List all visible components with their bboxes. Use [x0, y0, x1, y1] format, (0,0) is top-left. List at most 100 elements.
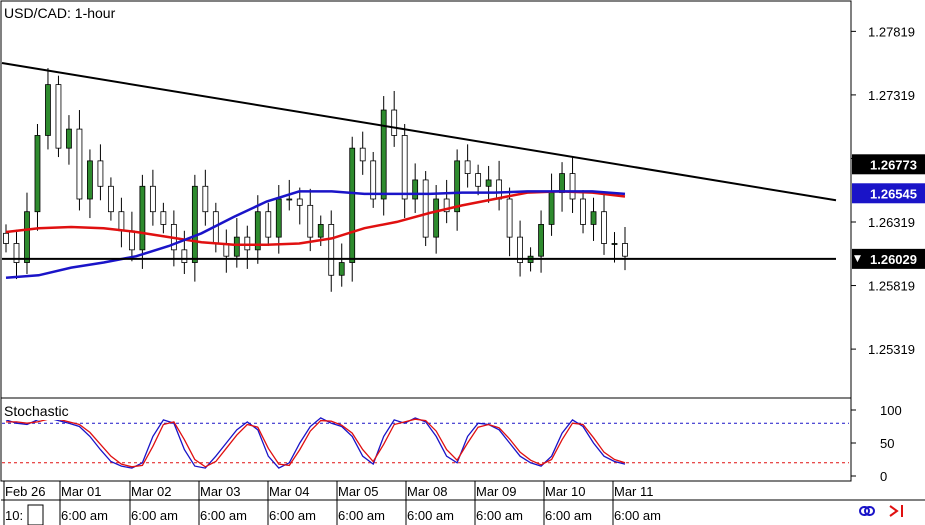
candle-body	[24, 211, 30, 263]
time-label: 6:00 am	[269, 508, 316, 523]
candle-body	[328, 224, 335, 276]
candle-body	[475, 173, 482, 187]
price-tick-label: 1.25319	[868, 342, 915, 357]
time-cursor-box	[27, 504, 44, 525]
candle-body	[181, 249, 188, 263]
price-tick-label: 1.27319	[868, 88, 915, 103]
price-badge-marker: ▼	[854, 254, 861, 264]
date-label: Mar 04	[269, 484, 309, 499]
date-label: Mar 08	[407, 484, 447, 499]
descending-trendline	[1, 62, 837, 202]
candle-body	[506, 198, 513, 238]
date-label: Mar 03	[200, 484, 240, 499]
candle-body	[622, 243, 628, 257]
candle-body	[548, 192, 555, 225]
date-label: Feb 26	[5, 484, 45, 499]
stochastic-k-line	[5, 417, 626, 469]
candle-body	[55, 84, 62, 149]
candle-body	[191, 185, 198, 263]
date-label: Mar 09	[476, 484, 516, 499]
price-badge	[852, 248, 925, 269]
price-badge	[852, 183, 925, 204]
candle-body	[359, 147, 366, 162]
time-axis: Feb 26 10: Mar 01 6:00 am Mar 02 6:00 am Mar 0…	[3, 481, 661, 525]
candle-body	[496, 179, 503, 200]
candle-body	[34, 135, 41, 213]
candle-body	[13, 243, 20, 263]
candle-body	[317, 224, 324, 238]
date-label: Mar 05	[338, 484, 378, 499]
price-badge-label: 1.26029	[870, 252, 917, 267]
price-tick-label: 1.26319	[868, 215, 915, 230]
fast-moving-average-line	[5, 190, 626, 280]
candle-body	[108, 185, 114, 213]
price-badge-label: 1.26545	[870, 186, 917, 201]
candle-body	[380, 109, 387, 200]
time-label: 6:00 am	[614, 508, 661, 523]
candle-body	[66, 128, 72, 149]
link-icon[interactable]	[859, 506, 875, 516]
stochastic-d-line	[6, 418, 626, 468]
stochastic-tick-label: 50	[880, 436, 894, 451]
price-badges: 1.26773 1.26545 ▼ 1.26029	[852, 154, 925, 269]
candle-body	[338, 262, 345, 276]
candle-body	[160, 211, 167, 225]
candle-body	[139, 185, 146, 251]
time-label: 6:00 am	[200, 508, 247, 523]
time-label: 6:00 am	[131, 508, 178, 523]
candle-body	[391, 109, 398, 136]
candle-body	[443, 198, 450, 213]
candle-body	[233, 236, 240, 257]
candle-body	[45, 84, 51, 136]
time-label: 6:00 am	[545, 508, 592, 523]
time-label: 6:00 am	[407, 508, 454, 523]
candle-body	[202, 185, 209, 213]
stochastic-pane: 100 50 0	[2, 403, 902, 484]
stochastic-label-background	[2, 402, 72, 420]
candle-body	[538, 224, 544, 257]
candle-body	[118, 211, 125, 232]
date-label: Mar 01	[61, 484, 101, 499]
trend-lines	[1, 62, 837, 260]
moving-averages	[5, 190, 626, 280]
candle-body	[76, 128, 83, 200]
candle-body	[454, 160, 461, 213]
stochastic-title: Stochastic	[4, 403, 69, 419]
stochastic-tick-label: 100	[880, 403, 902, 418]
candle-body	[296, 198, 303, 206]
time-label: 10:	[5, 508, 23, 523]
stochastic-tick-label: 0	[880, 469, 887, 484]
candle-body	[3, 232, 9, 244]
date-label: Mar 10	[545, 484, 585, 499]
candle-body	[464, 160, 471, 174]
candle-body	[611, 243, 618, 245]
candle-body	[128, 230, 135, 251]
candle-body	[401, 135, 408, 200]
candle-body	[422, 179, 429, 238]
price-badge	[852, 154, 925, 175]
time-label: 6:00 am	[476, 508, 523, 523]
chart-frame	[0, 0, 852, 482]
candle-body	[517, 236, 523, 263]
candle-body	[370, 160, 377, 200]
candle-body	[590, 211, 597, 225]
time-label: 6:00 am	[338, 508, 385, 523]
date-label: Mar 11	[614, 484, 654, 499]
scroll-to-end-icon[interactable]	[889, 505, 903, 517]
title-background	[2, 3, 120, 23]
candle-body	[580, 198, 586, 225]
candle-body	[412, 179, 419, 200]
price-badge-label: 1.26773	[870, 157, 917, 172]
price-tick-label: 1.25819	[868, 279, 915, 294]
candles	[3, 68, 628, 292]
candle-body	[87, 160, 93, 200]
candle-body	[265, 211, 272, 238]
candle-body	[307, 204, 314, 238]
date-label: Mar 02	[131, 484, 171, 499]
candle-body	[97, 160, 104, 187]
slow-moving-average-line	[5, 190, 626, 247]
candle-body	[286, 198, 293, 201]
candle-body	[485, 179, 492, 187]
time-label: 6:00 am	[61, 508, 108, 523]
